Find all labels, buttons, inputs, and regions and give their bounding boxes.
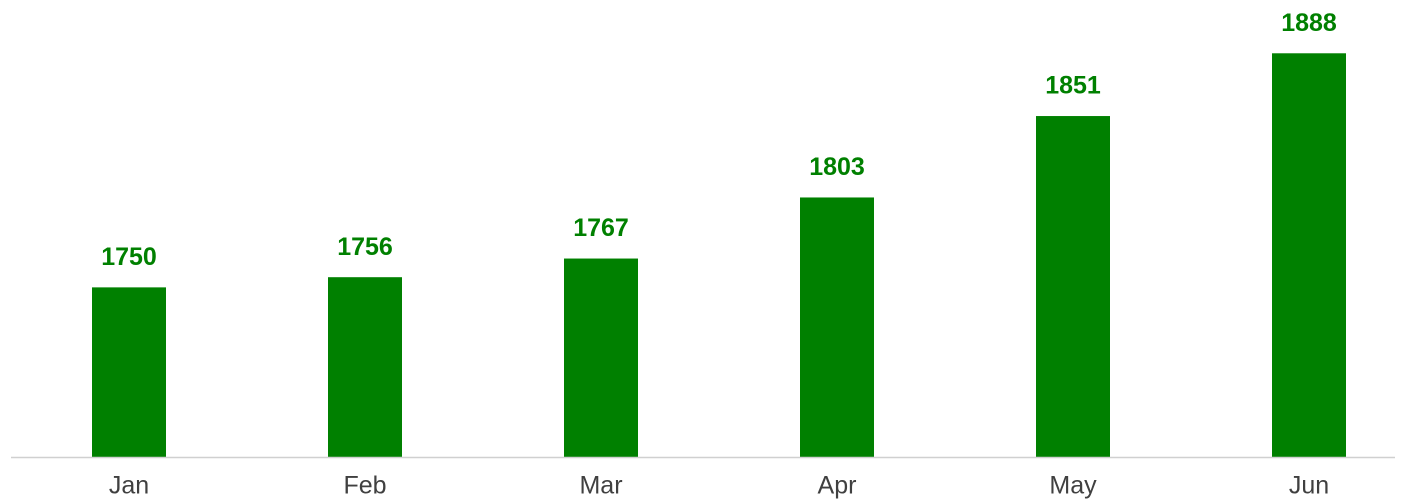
x-tick-label: May: [1049, 472, 1097, 499]
x-tick-label: Apr: [818, 472, 857, 499]
bar: [1036, 116, 1110, 458]
data-label: 1851: [1045, 72, 1101, 100]
bar: [92, 287, 166, 457]
data-label: 1750: [101, 243, 157, 271]
data-label: 1756: [337, 233, 393, 261]
bar: [328, 277, 402, 457]
x-tick-label: Feb: [343, 472, 386, 499]
x-tick-label: Mar: [579, 472, 622, 499]
bar: [564, 258, 638, 457]
x-tick-label: Jan: [109, 472, 149, 499]
data-label: 1803: [809, 153, 865, 181]
bar: [800, 197, 874, 457]
x-tick-label: Jun: [1289, 472, 1329, 499]
data-label: 1767: [573, 214, 629, 242]
data-label: 1888: [1281, 9, 1337, 37]
bar: [1272, 53, 1346, 457]
